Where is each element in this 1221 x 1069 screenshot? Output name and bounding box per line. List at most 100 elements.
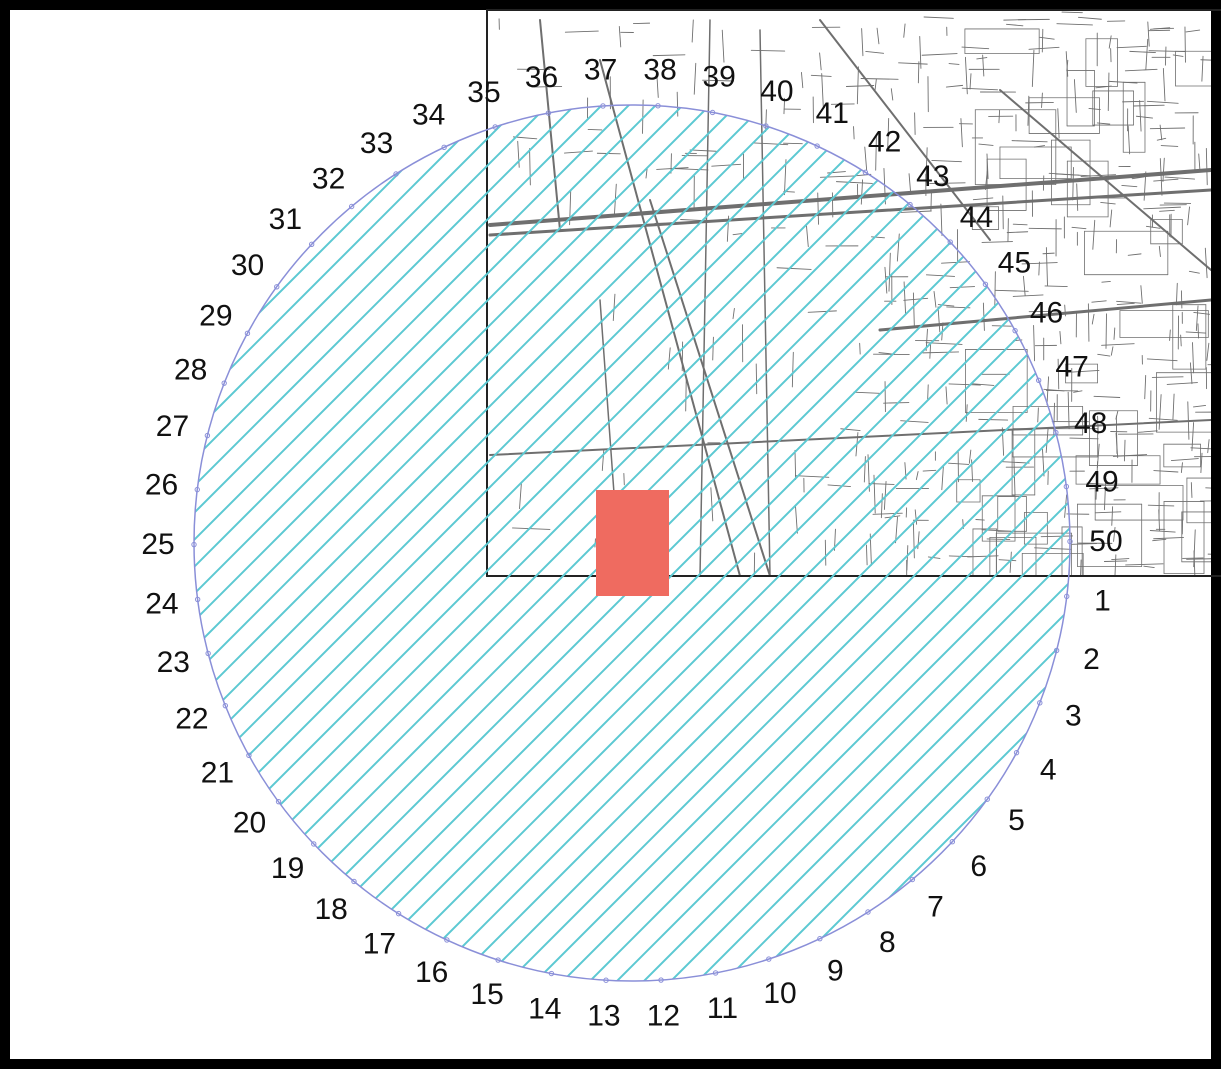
parcel-line [710,487,714,522]
hatch-line [194,105,476,981]
parcel-line [685,376,687,412]
perimeter-tick [603,977,609,983]
parcel-line [903,297,929,301]
parcel-line [1151,376,1184,378]
parcel-line [1067,391,1070,430]
parcel-line [819,19,991,241]
parcel-line [949,286,975,289]
hatch-line [689,105,1070,981]
point-label-18: 18 [314,893,347,926]
parcel-line [711,163,742,167]
parcel-line [1071,543,1097,545]
parcel-line [1205,487,1211,489]
parcel-line [940,203,943,236]
parcel-line [1190,447,1211,450]
point-label-6: 6 [970,850,987,883]
parcel-line [968,449,972,464]
parcel-line [845,85,875,87]
point-label-27: 27 [156,410,189,443]
hatch-line [311,105,1070,981]
point-label-11: 11 [707,992,738,1025]
point-label-48: 48 [1074,407,1107,440]
point-label-26: 26 [145,469,178,502]
parcel-line [1110,346,1114,356]
parcel-line [531,86,563,88]
parcel-line [1149,127,1186,130]
parcel-line [1139,100,1142,132]
perimeter-tick [545,110,552,116]
parcel-line [1115,432,1119,459]
point-label-23: 23 [157,646,190,679]
parcel-line [948,383,981,386]
parcel-line [960,118,963,148]
hatch-line [194,105,827,981]
parcel-line [1028,227,1062,230]
parcel-line [919,35,922,69]
point-label-39: 39 [703,61,736,94]
parcel-line [652,54,686,57]
point-label-21: 21 [201,756,234,789]
hatch-line [338,105,1070,981]
parcel-line [1186,558,1211,560]
hatch-line [194,105,989,981]
parcel-line [599,59,741,576]
parcel-line [601,449,605,471]
parcel-line [1175,282,1178,306]
parcel-line [887,118,890,148]
parcel-line [1056,23,1093,26]
parcel-line [1111,558,1130,561]
parcel-line [1121,185,1138,188]
perimeter-tick [393,171,399,177]
parcel-line [1028,46,1060,50]
parcel-line [929,342,932,359]
parcel-line [998,559,1017,562]
parcel-line [1153,470,1179,473]
parcel-line [1116,302,1135,306]
parcel-line [986,153,989,180]
parcel-line [1091,313,1095,325]
parcel-line [972,197,994,201]
perimeter-tick [984,796,990,802]
parcel-line [702,79,735,82]
parcel-line [965,404,968,422]
point-label-15: 15 [470,978,503,1011]
parcel-line [865,544,868,566]
parcel-line [1125,563,1164,566]
parcel-line [1107,72,1110,112]
parcel-line [1158,394,1162,430]
point-label-16: 16 [415,956,448,989]
point-label-3: 3 [1065,699,1082,732]
parcel-line [1143,171,1147,201]
parcel-line [925,274,955,277]
parcel-line [667,347,671,370]
point-label-32: 32 [312,162,345,195]
parcel-line [1185,331,1206,334]
parcel-line [1193,529,1196,568]
parcel-line [914,509,918,525]
parcel-line [1160,145,1179,147]
parcel-line [1037,407,1039,423]
perimeter-tick [275,798,282,805]
target-parcel [596,490,669,596]
perimeter-tick [221,380,227,386]
parcel-line [941,261,971,264]
point-label-5: 5 [1008,804,1025,837]
parcel-line [908,173,912,194]
hatch-line [194,105,908,981]
parcel-line [883,167,886,205]
hatch-line [194,105,260,981]
parcel-line [759,29,771,576]
point-label-25: 25 [141,528,174,561]
parcel-line [986,538,1011,540]
parcel-line [860,78,899,80]
parcel-line [1109,209,1113,228]
parcel-line [1204,247,1208,279]
parcel-line [978,418,1009,421]
parcel-line [897,210,932,213]
parcel-line [801,72,804,89]
hatch-line [194,105,719,981]
perimeter-tick [658,977,664,983]
perimeter-tick [1053,429,1059,436]
point-label-36: 36 [525,61,558,94]
